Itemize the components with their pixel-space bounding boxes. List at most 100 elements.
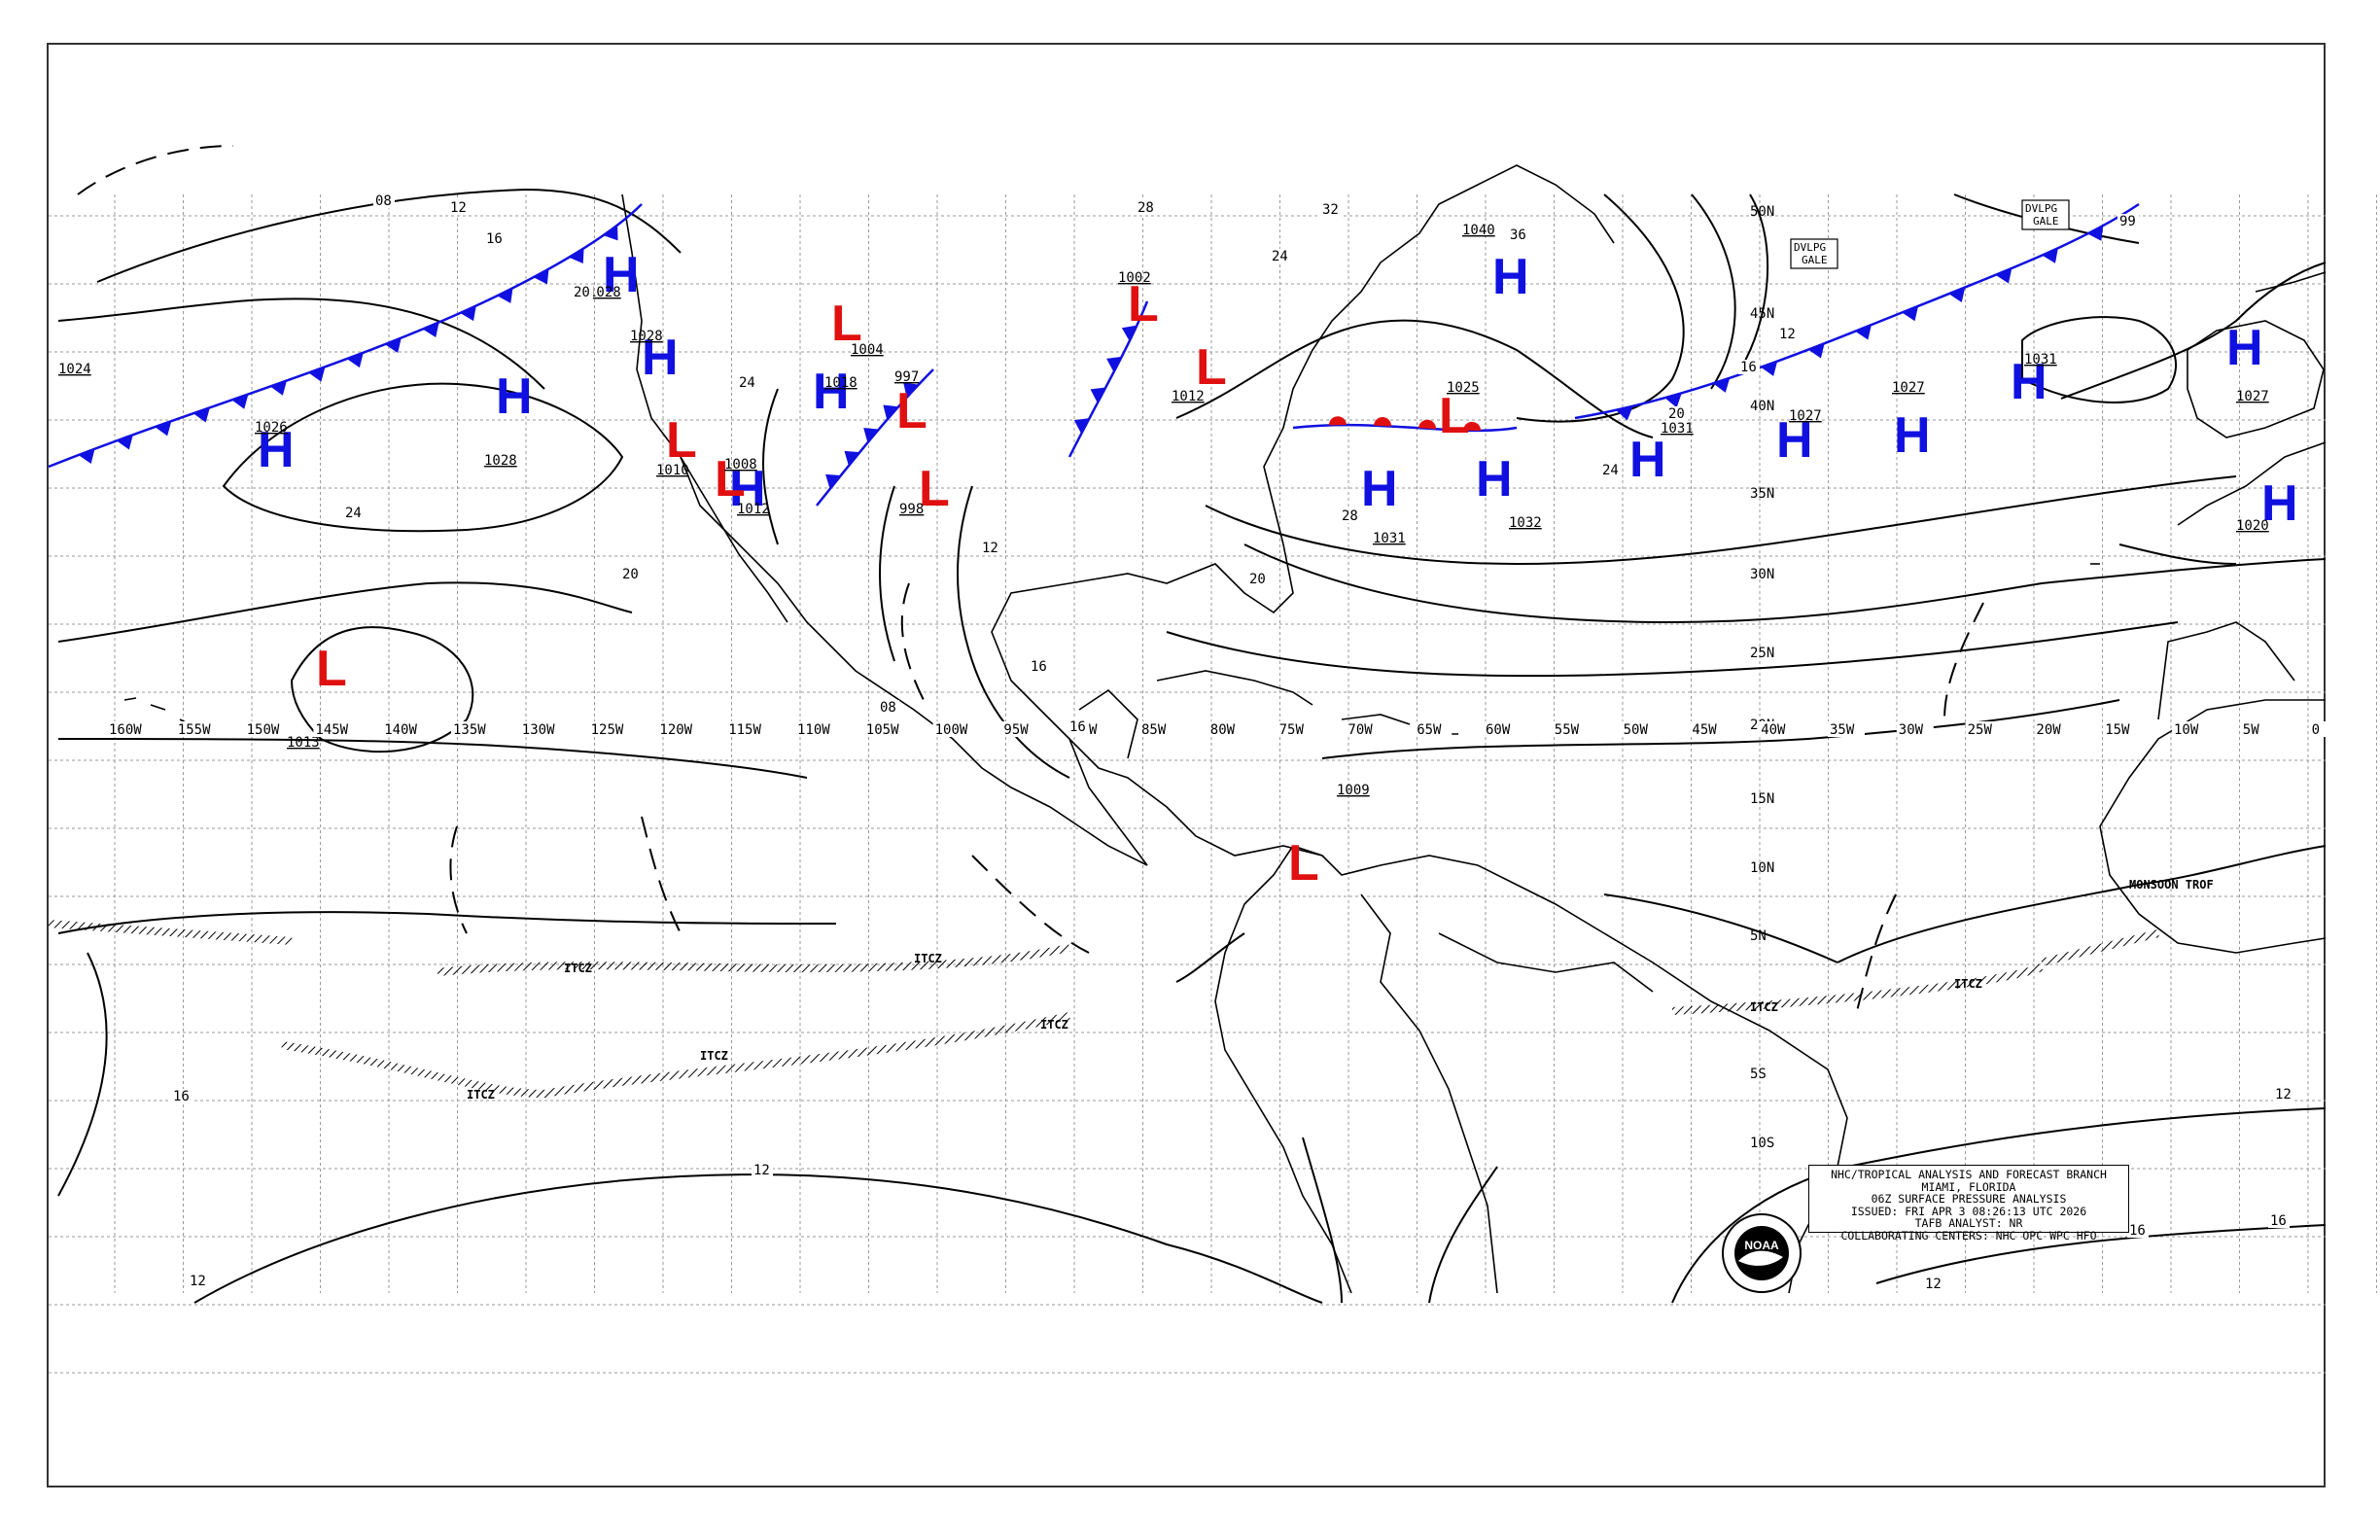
trough — [641, 816, 682, 934]
longitude-label: 65W — [1417, 722, 1442, 738]
itcz-band — [437, 944, 1070, 976]
longitude-label-bg — [244, 721, 282, 737]
cold-front-triangle — [1948, 287, 1966, 302]
coastlines — [123, 164, 2327, 1294]
center-pressure-label: 1031 — [1661, 421, 1694, 437]
longitude-label-bg — [2103, 721, 2141, 737]
low-pressure-center: L — [919, 461, 950, 517]
latitude-label: 50N — [1750, 204, 1774, 220]
cuba — [1156, 670, 1313, 706]
gale-label: GALE — [1802, 254, 1828, 266]
trough — [77, 145, 234, 195]
high-pressure-center: H — [1629, 432, 1666, 488]
isobar-label-bg — [1068, 719, 1089, 734]
morocco-coast — [2177, 441, 2327, 526]
lat-lon-grid — [49, 194, 2377, 1374]
longitude-label: 70W — [1348, 722, 1373, 738]
isobar — [2060, 262, 2327, 400]
longitude-label: 5W — [2243, 722, 2259, 738]
cold-front-triangle — [308, 367, 326, 382]
center-pressure-label: 1031 — [1373, 531, 1406, 546]
center-pressure-label: 1010 — [656, 463, 689, 478]
isobar — [1175, 319, 1654, 438]
longitude-label: 140W — [384, 722, 417, 738]
gale-box — [2021, 199, 2070, 230]
trough — [900, 582, 925, 701]
hawaii — [123, 697, 191, 725]
latitude-labels: 50N45N40N35N30N25N20N15N10N5N5S10S — [1750, 204, 1774, 1151]
isobar-label-bg — [1738, 360, 1760, 374]
latitude-label: 35N — [1750, 486, 1774, 502]
itcz-band — [2041, 929, 2159, 966]
isobar-label-bg — [1029, 659, 1050, 674]
cold-front-triangle — [1664, 393, 1682, 408]
isobar-label-bg — [1320, 202, 1342, 217]
high-pressure-center: H — [1476, 451, 1513, 508]
cold-front-triangle — [883, 404, 899, 420]
longitude-label: 55W — [1555, 722, 1580, 738]
isobar-value-label: 12 — [753, 1163, 770, 1178]
isobar-label-bg — [752, 1163, 773, 1177]
cold-front-triangle — [231, 394, 249, 409]
trough — [1943, 602, 1984, 720]
cold-front-triangle — [460, 305, 476, 322]
itcz-label: ITCZ — [1954, 977, 1982, 991]
center-pressure-label: 1008 — [724, 457, 757, 472]
isobar-label-bg — [878, 700, 899, 715]
isobar-value-label: 12 — [1779, 327, 1796, 342]
gulf-coast — [991, 543, 1294, 866]
isobar-value-label: 16 — [173, 1089, 190, 1104]
isobar — [57, 738, 808, 779]
feature-text: ITCZ ITCZ ITCZ ITCZ ITCZ ITCZ ITCZ MONSO… — [58, 199, 2214, 1102]
central-america — [1068, 738, 1323, 857]
isobar-value-label: 16 — [1031, 659, 1047, 675]
trough — [971, 855, 1090, 954]
longitude-label: 145W — [315, 722, 348, 738]
low-pressure-center: L — [715, 451, 746, 508]
longitude-label: 110W — [797, 722, 830, 738]
front-symbols — [78, 225, 2104, 490]
isobar — [1875, 1224, 2327, 1284]
longitude-label-bg — [2240, 721, 2278, 737]
center-pressure-label: 1012 — [1172, 389, 1205, 404]
cold-front-triangle — [385, 337, 402, 353]
center-pressure-label: 1004 — [851, 342, 884, 358]
longitude-label-bg — [588, 721, 626, 737]
monsoon-trough-label: MONSOON TROF — [2129, 878, 2214, 892]
high-pressure-center: H — [729, 461, 766, 517]
center-pressure-label: 1032 — [1509, 515, 1542, 531]
isobar-value-label: 24 — [345, 506, 362, 521]
isobar-label-bg — [1136, 200, 1157, 215]
cold-front-triangle — [1713, 377, 1731, 393]
low-pressure-center: L — [1128, 276, 1159, 332]
center-pressure-label: 1020 — [2236, 518, 2269, 534]
center-pressure-label: 1002 — [1118, 270, 1151, 286]
longitude-label-bg — [932, 721, 970, 737]
isobar-label-bg — [1247, 572, 1269, 586]
cold-front-triangle — [1761, 361, 1778, 376]
isobar-label-bg — [1666, 406, 1688, 421]
latitude-label: 40N — [1750, 399, 1774, 414]
longitude-label: 45W — [1692, 722, 1717, 738]
low-pressure-center: L — [896, 383, 928, 439]
latitude-label: 5S — [1750, 1067, 1767, 1082]
gale-box — [1790, 238, 1838, 269]
isobar-value-label: 20 — [1668, 406, 1685, 422]
isobar-label-bg — [343, 506, 365, 520]
isobar — [762, 388, 779, 545]
itcz-band — [281, 1012, 1070, 1099]
isobar-label-bg — [484, 231, 506, 246]
center-pressure-label: 1026 — [255, 420, 288, 436]
isobar-label-bg — [980, 541, 1001, 555]
warm-front-semicircle — [1418, 419, 1437, 430]
longitude-label: 115W — [728, 722, 761, 738]
baja-coast — [680, 456, 788, 623]
isobar-label-bg — [572, 285, 593, 299]
longitude-label-bg — [1484, 721, 1521, 737]
isobar — [1302, 1137, 1343, 1304]
itcz-label: ITCZ — [564, 962, 592, 975]
isobar — [2021, 316, 2178, 403]
cold-front-triangle — [569, 248, 584, 264]
isobar-label-bg — [1600, 463, 1622, 477]
